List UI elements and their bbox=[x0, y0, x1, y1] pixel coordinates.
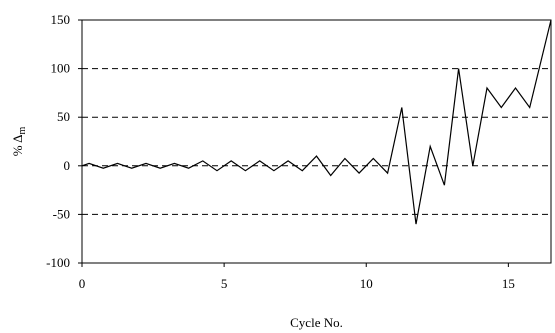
plot-area-frame bbox=[81, 19, 552, 264]
y-axis-title-subscript: m bbox=[17, 127, 28, 135]
y-tick-label: 50 bbox=[57, 109, 70, 124]
y-tick-label: -100 bbox=[46, 255, 70, 270]
y-tick-label: 0 bbox=[64, 158, 71, 173]
y-axis-title: % Δm bbox=[10, 127, 28, 157]
x-tick-label: 10 bbox=[360, 276, 373, 291]
x-tick-label: 5 bbox=[221, 276, 228, 291]
y-tick-labels: -100 -50 0 50 100 150 bbox=[46, 12, 70, 270]
y-tick-label: 100 bbox=[51, 61, 71, 76]
data-points bbox=[81, 19, 553, 226]
x-tick-label: 15 bbox=[502, 276, 515, 291]
series-line bbox=[81, 19, 552, 225]
y-tick-label: 150 bbox=[51, 12, 71, 27]
gridlines bbox=[82, 68, 551, 215]
y-axis-title-main: % Δ bbox=[10, 135, 25, 157]
y-tick-label: -50 bbox=[53, 206, 70, 221]
x-axis-title: Cycle No. bbox=[290, 315, 343, 330]
x-tick-label: 0 bbox=[79, 276, 86, 291]
axis-ticks bbox=[78, 19, 509, 267]
x-tick-labels: 0 5 10 15 bbox=[79, 276, 515, 291]
